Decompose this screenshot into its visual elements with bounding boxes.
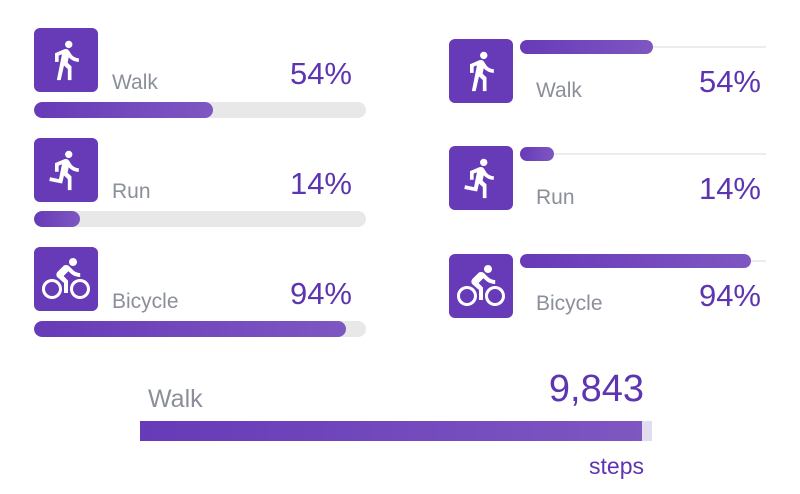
activity-percent: 14% [289, 166, 352, 201]
activity-label: Run [112, 180, 151, 203]
steps-progress-fill [140, 421, 642, 441]
bicycle-icon [457, 262, 505, 310]
steps-activity-label: Walk [148, 385, 203, 413]
activity-percent: 54% [289, 56, 352, 91]
progress-rail [520, 153, 766, 155]
steps-unit: steps [589, 453, 644, 479]
walk-icon-box [34, 28, 98, 92]
walk-icon [44, 38, 88, 82]
bicycle-icon-box [449, 254, 513, 318]
steps-count: 9,843 [548, 368, 644, 410]
activity-percent: 94% [698, 278, 761, 313]
progress-track [34, 102, 366, 118]
progress-track [34, 321, 366, 337]
run-icon-box [34, 138, 98, 202]
bicycle-icon [42, 255, 90, 303]
progress-fill [520, 40, 653, 54]
activity-label: Walk [112, 71, 158, 94]
progress-fill [34, 321, 347, 337]
progress-fill [520, 147, 555, 161]
activity-label: Run [536, 186, 575, 209]
progress-track [34, 211, 366, 227]
activity-percent: 14% [698, 171, 761, 206]
walk-icon-box [449, 39, 513, 103]
walk-icon [459, 49, 503, 93]
activity-label: Bicycle [536, 292, 603, 315]
run-icon [44, 148, 88, 192]
progress-track [520, 40, 766, 54]
progress-fill [34, 102, 214, 118]
progress-fill [520, 254, 752, 268]
activity-percent: 94% [289, 276, 352, 311]
activity-label: Bicycle [112, 290, 179, 313]
activity-percent: 54% [698, 64, 761, 99]
run-icon [459, 156, 503, 200]
progress-track [520, 254, 766, 268]
steps-progress-track [140, 421, 652, 441]
progress-track [520, 147, 766, 161]
bicycle-icon-box [34, 247, 98, 311]
activity-label: Walk [536, 79, 582, 102]
run-icon-box [449, 146, 513, 210]
progress-fill [34, 211, 81, 227]
